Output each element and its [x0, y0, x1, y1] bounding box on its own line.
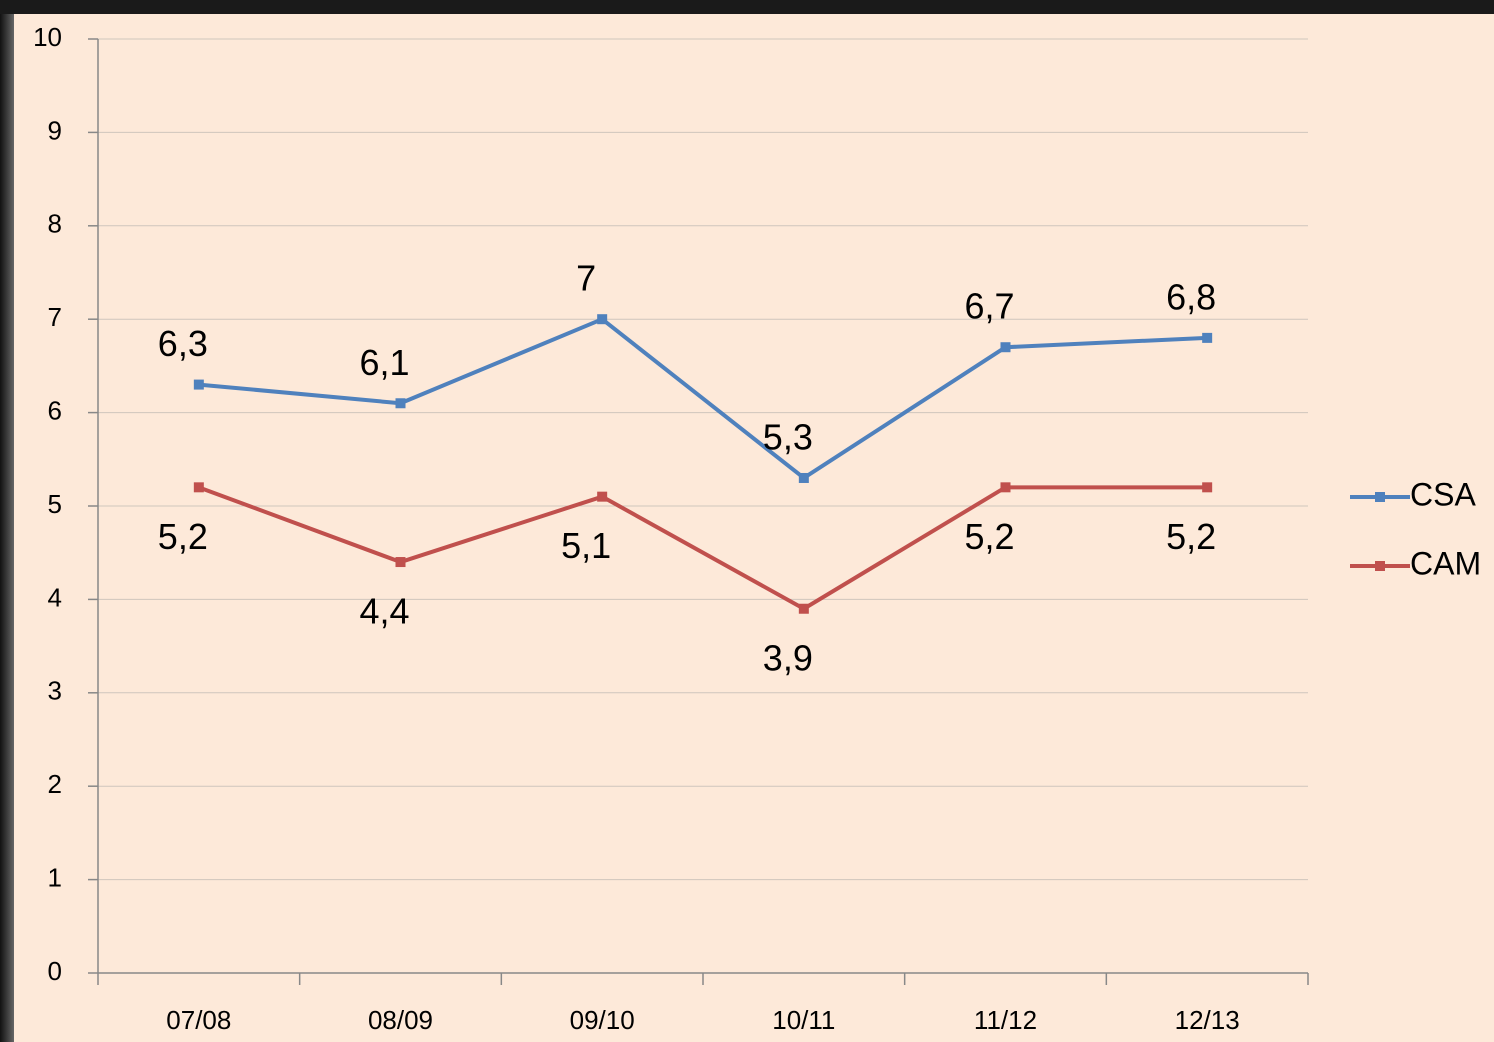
point-marker: [597, 314, 608, 325]
data-label: 5,3: [763, 416, 813, 457]
y-tick-label: 2: [48, 769, 62, 799]
point-marker: [597, 491, 608, 502]
legend-label: CSA: [1410, 476, 1476, 512]
y-tick-label: 6: [48, 395, 62, 425]
data-label: 5,2: [1166, 516, 1216, 557]
data-label: 5,2: [964, 516, 1014, 557]
point-marker: [395, 557, 406, 568]
y-tick-label: 10: [33, 22, 62, 52]
point-marker: [798, 472, 809, 483]
data-label: 5,2: [158, 516, 208, 557]
data-label: 4,4: [359, 591, 409, 632]
data-label: 6,3: [158, 323, 208, 364]
y-tick-label: 8: [48, 209, 62, 239]
data-label: 6,7: [964, 286, 1014, 327]
frame-edge: [0, 14, 14, 1042]
x-tick-label: 10/11: [772, 1005, 835, 1035]
data-label: 6,1: [359, 342, 409, 383]
y-tick-label: 7: [48, 302, 62, 332]
data-label: 7: [576, 258, 596, 299]
legend-marker: [1375, 561, 1385, 571]
point-marker: [193, 379, 204, 390]
x-tick-label: 11/12: [974, 1005, 1037, 1035]
y-tick-label: 4: [48, 582, 62, 612]
y-tick-label: 5: [48, 489, 62, 519]
point-marker: [1000, 342, 1011, 353]
legend-marker: [1375, 492, 1385, 502]
x-tick-label: 12/13: [1175, 1005, 1240, 1035]
point-marker: [193, 482, 204, 493]
data-label: 3,9: [763, 637, 813, 678]
data-label: 6,8: [1166, 276, 1216, 317]
point-marker: [798, 603, 809, 614]
legend-label: CAM: [1410, 545, 1481, 581]
chart-background: [14, 14, 1494, 1042]
y-tick-label: 9: [48, 115, 62, 145]
x-tick-label: 07/08: [166, 1005, 231, 1035]
x-tick-label: 09/10: [570, 1005, 635, 1035]
point-marker: [1202, 332, 1213, 343]
series-line: [198, 317, 1208, 480]
point-marker: [1202, 482, 1213, 493]
y-tick-label: 3: [48, 676, 62, 706]
point-marker: [1000, 482, 1011, 493]
y-tick-label: 1: [48, 862, 62, 892]
point-marker: [395, 398, 406, 409]
series-line: [198, 485, 1208, 611]
x-tick-label: 08/09: [368, 1005, 433, 1035]
data-label: 5,1: [561, 525, 611, 566]
y-tick-label: 0: [48, 956, 62, 986]
